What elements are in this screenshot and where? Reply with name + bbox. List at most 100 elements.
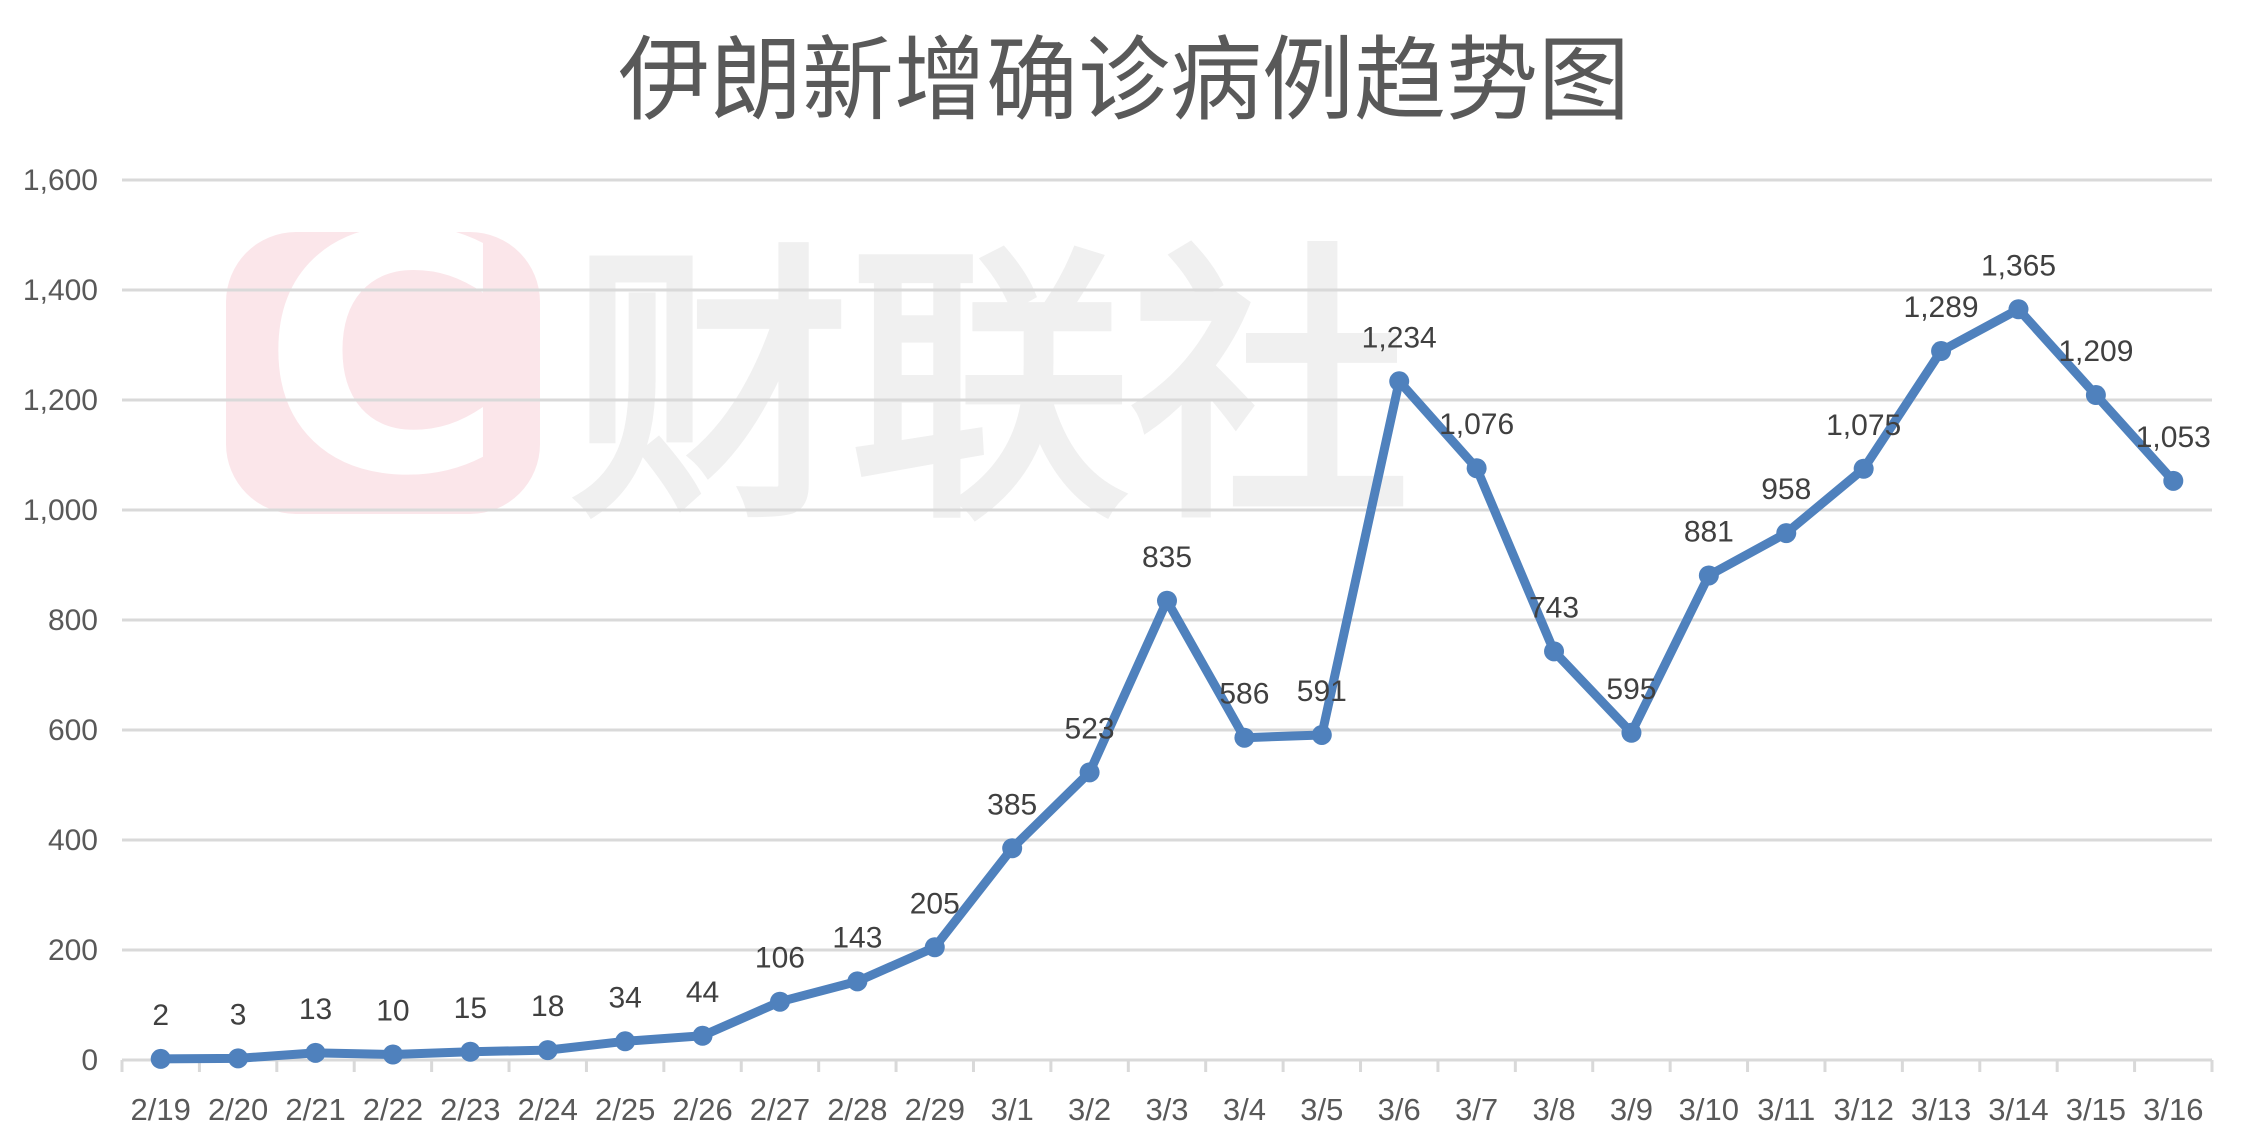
data-label: 13 [299,993,332,1026]
data-label: 2 [152,999,169,1032]
x-tick-label: 3/4 [1223,1092,1266,1127]
x-tick-label: 3/5 [1300,1092,1343,1127]
data-label: 586 [1219,678,1269,711]
x-axis: 2/19 2/20 2/21 2/22 2/23 2/24 2/25 2/26 2/27 2/28… [120,1058,2214,1127]
data-label: 1,365 [1981,249,2056,282]
data-label: 3 [230,998,247,1031]
x-tick-label: 3/9 [1610,1092,1653,1127]
y-axis: 0 200 400 600 800 1,000 1,200 1,400 1,600 [23,164,98,1077]
data-label: 44 [686,976,719,1009]
data-point-marker [2008,299,2029,320]
x-tick-label: 3/1 [991,1092,1034,1127]
y-tick-label: 400 [48,824,98,857]
x-tick-label: 3/16 [2143,1092,2203,1127]
data-point-marker [2163,470,2184,491]
data-label: 1,075 [1826,409,1901,442]
data-point-marker [460,1041,481,1062]
y-tick-label: 1,200 [23,384,98,417]
x-tick-label: 3/15 [2066,1092,2126,1127]
data-point-marker [382,1044,403,1065]
data-label: 34 [608,981,641,1014]
data-point-marker [1544,641,1565,662]
data-point-marker [1079,762,1100,783]
series-line [150,299,2184,1069]
y-tick-label: 1,400 [23,274,98,307]
watermark: C 财联社 [226,164,1410,559]
data-point-marker [228,1048,249,1069]
data-label: 1,076 [1439,408,1514,441]
data-point-marker [1466,458,1487,479]
x-tick-label: 2/21 [285,1092,345,1127]
data-label: 881 [1684,515,1734,548]
data-label: 591 [1297,675,1347,708]
x-tick-label: 2/28 [827,1092,887,1127]
data-label: 385 [987,788,1037,821]
x-tick-label: 3/2 [1068,1092,1111,1127]
watermark-text: 财联社 [570,222,1410,559]
x-tick-label: 3/13 [1911,1092,1971,1127]
data-point-marker [150,1048,171,1069]
data-labels: 2 3 13 10 15 18 34 44 106 143 205 385 523 835 586 591 1,… [152,249,2210,1032]
data-point-marker [847,971,868,992]
data-point-marker [924,937,945,958]
x-tick-label: 2/23 [440,1092,500,1127]
data-label: 523 [1065,712,1115,745]
data-label: 18 [531,990,564,1023]
data-point-marker [1311,724,1332,745]
x-tick-label: 3/10 [1679,1092,1739,1127]
data-point-marker [2085,385,2106,406]
data-point-marker [537,1040,558,1061]
data-point-marker [1776,523,1797,544]
data-label: 15 [454,992,487,1025]
x-tick-label: 2/27 [750,1092,810,1127]
data-label: 1,053 [2136,421,2211,454]
y-tick-label: 1,600 [23,164,98,197]
x-tick-label: 3/6 [1378,1092,1421,1127]
x-tick-label: 3/8 [1532,1092,1575,1127]
data-point-marker [615,1031,636,1052]
data-label: 143 [832,921,882,954]
data-label: 1,209 [2058,335,2133,368]
data-point-marker [305,1042,326,1063]
data-label: 205 [910,887,960,920]
data-point-marker [1853,458,1874,479]
chart-title: 伊朗新增确诊病例趋势图 [618,27,1630,134]
x-tick-label: 2/25 [595,1092,655,1127]
data-point-marker [769,991,790,1012]
data-label: 10 [376,995,409,1028]
x-tick-label: 2/26 [672,1092,732,1127]
data-label: 958 [1761,473,1811,506]
x-tick-label: 2/24 [518,1092,578,1127]
data-point-marker [1157,590,1177,611]
data-label: 106 [755,942,805,975]
y-tick-label: 200 [48,934,98,967]
data-label: 1,234 [1362,321,1437,354]
data-point-marker [1621,722,1642,743]
x-tick-label: 2/20 [208,1092,268,1127]
watermark-logo-letter: C [262,164,504,548]
data-label: 595 [1606,673,1656,706]
x-tick-label: 2/29 [905,1092,965,1127]
data-point-marker [1931,341,1952,362]
data-label: 835 [1142,541,1192,574]
gridlines [122,178,2212,952]
x-tick-label: 3/3 [1145,1092,1188,1127]
x-tick-label: 3/14 [1988,1092,2048,1127]
x-tick-label: 3/12 [1833,1092,1893,1127]
x-tick-label: 2/19 [131,1092,191,1127]
y-tick-label: 600 [48,714,98,747]
data-point-marker [1389,371,1410,392]
x-tick-label: 2/22 [363,1092,423,1127]
data-point-marker [1234,727,1255,748]
data-label: 1,289 [1904,291,1979,324]
y-tick-label: 800 [48,604,98,637]
data-point-marker [692,1025,713,1046]
data-label: 743 [1529,591,1579,624]
x-tick-label: 3/11 [1757,1092,1815,1127]
x-tick-label: 3/7 [1455,1092,1498,1127]
watermark-logo-icon [226,232,540,514]
data-point-marker [1698,565,1719,586]
y-tick-label: 0 [81,1044,98,1077]
data-point-marker [1002,838,1023,859]
